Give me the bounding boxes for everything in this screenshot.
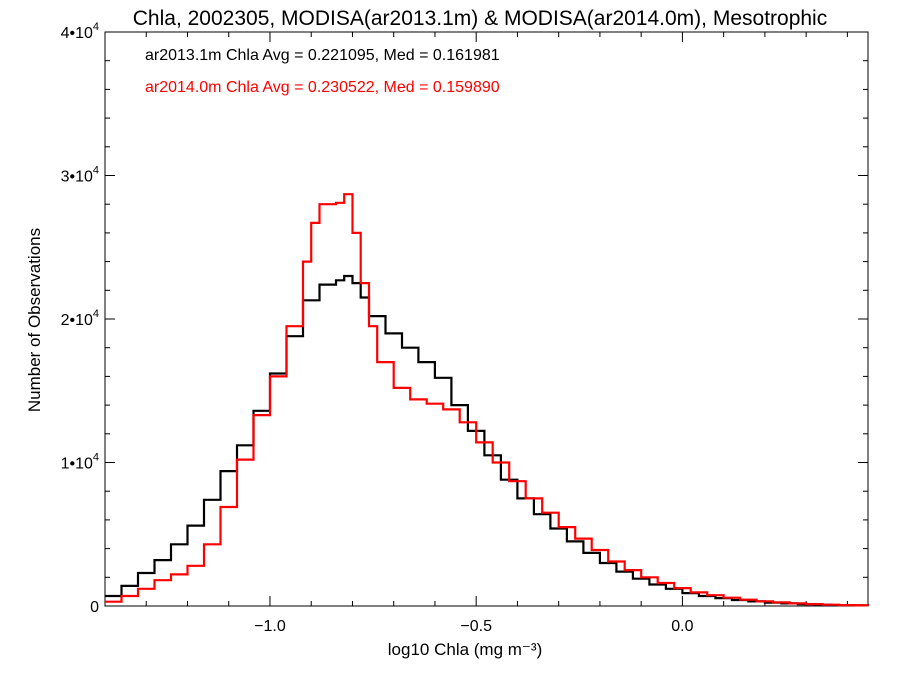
- x-axis: −1.0 −0.5 0.0: [145, 32, 848, 635]
- y-tick-label-1: 1•104: [61, 452, 99, 473]
- y-tick-label-4: 4•104: [61, 21, 99, 42]
- y-tick-mantissa: 4•10: [61, 25, 93, 42]
- x-tick-label-0: −1.0: [254, 618, 286, 635]
- y-axis-label: Number of Observations: [25, 228, 44, 412]
- series-line-1: [105, 193, 870, 607]
- chart-title: Chla, 2002305, MODISA(ar2013.1m) & MODIS…: [133, 7, 827, 30]
- x-tick-label-1: −0.5: [460, 618, 492, 635]
- y-tick-exponent: 4: [93, 452, 99, 464]
- y-tick-label-3: 3•104: [61, 165, 99, 186]
- y-tick-exponent: 4: [93, 21, 99, 33]
- y-tick-label-2: 2•104: [61, 308, 99, 329]
- x-axis-label: log10 Chla (mg m⁻³): [388, 640, 542, 659]
- y-tick-exponent: 4: [93, 308, 99, 320]
- y-tick-mantissa: 3•10: [61, 169, 93, 186]
- x-tick-label-2: 0.0: [671, 618, 693, 635]
- y-tick-label-0: 0: [90, 599, 99, 616]
- series-line-0: [105, 274, 870, 607]
- legend-entry-ar2014: ar2014.0m Chla Avg = 0.230522, Med = 0.1…: [145, 79, 500, 96]
- y-tick-mantissa: 1•10: [61, 456, 93, 473]
- legend-entry-ar2013: ar2013.1m Chla Avg = 0.221095, Med = 0.1…: [145, 47, 500, 64]
- series-layer: [105, 193, 870, 607]
- y-tick-mantissa: 2•10: [61, 312, 93, 329]
- y-tick-mantissa: 0: [90, 599, 99, 616]
- y-tick-exponent: 4: [93, 165, 99, 177]
